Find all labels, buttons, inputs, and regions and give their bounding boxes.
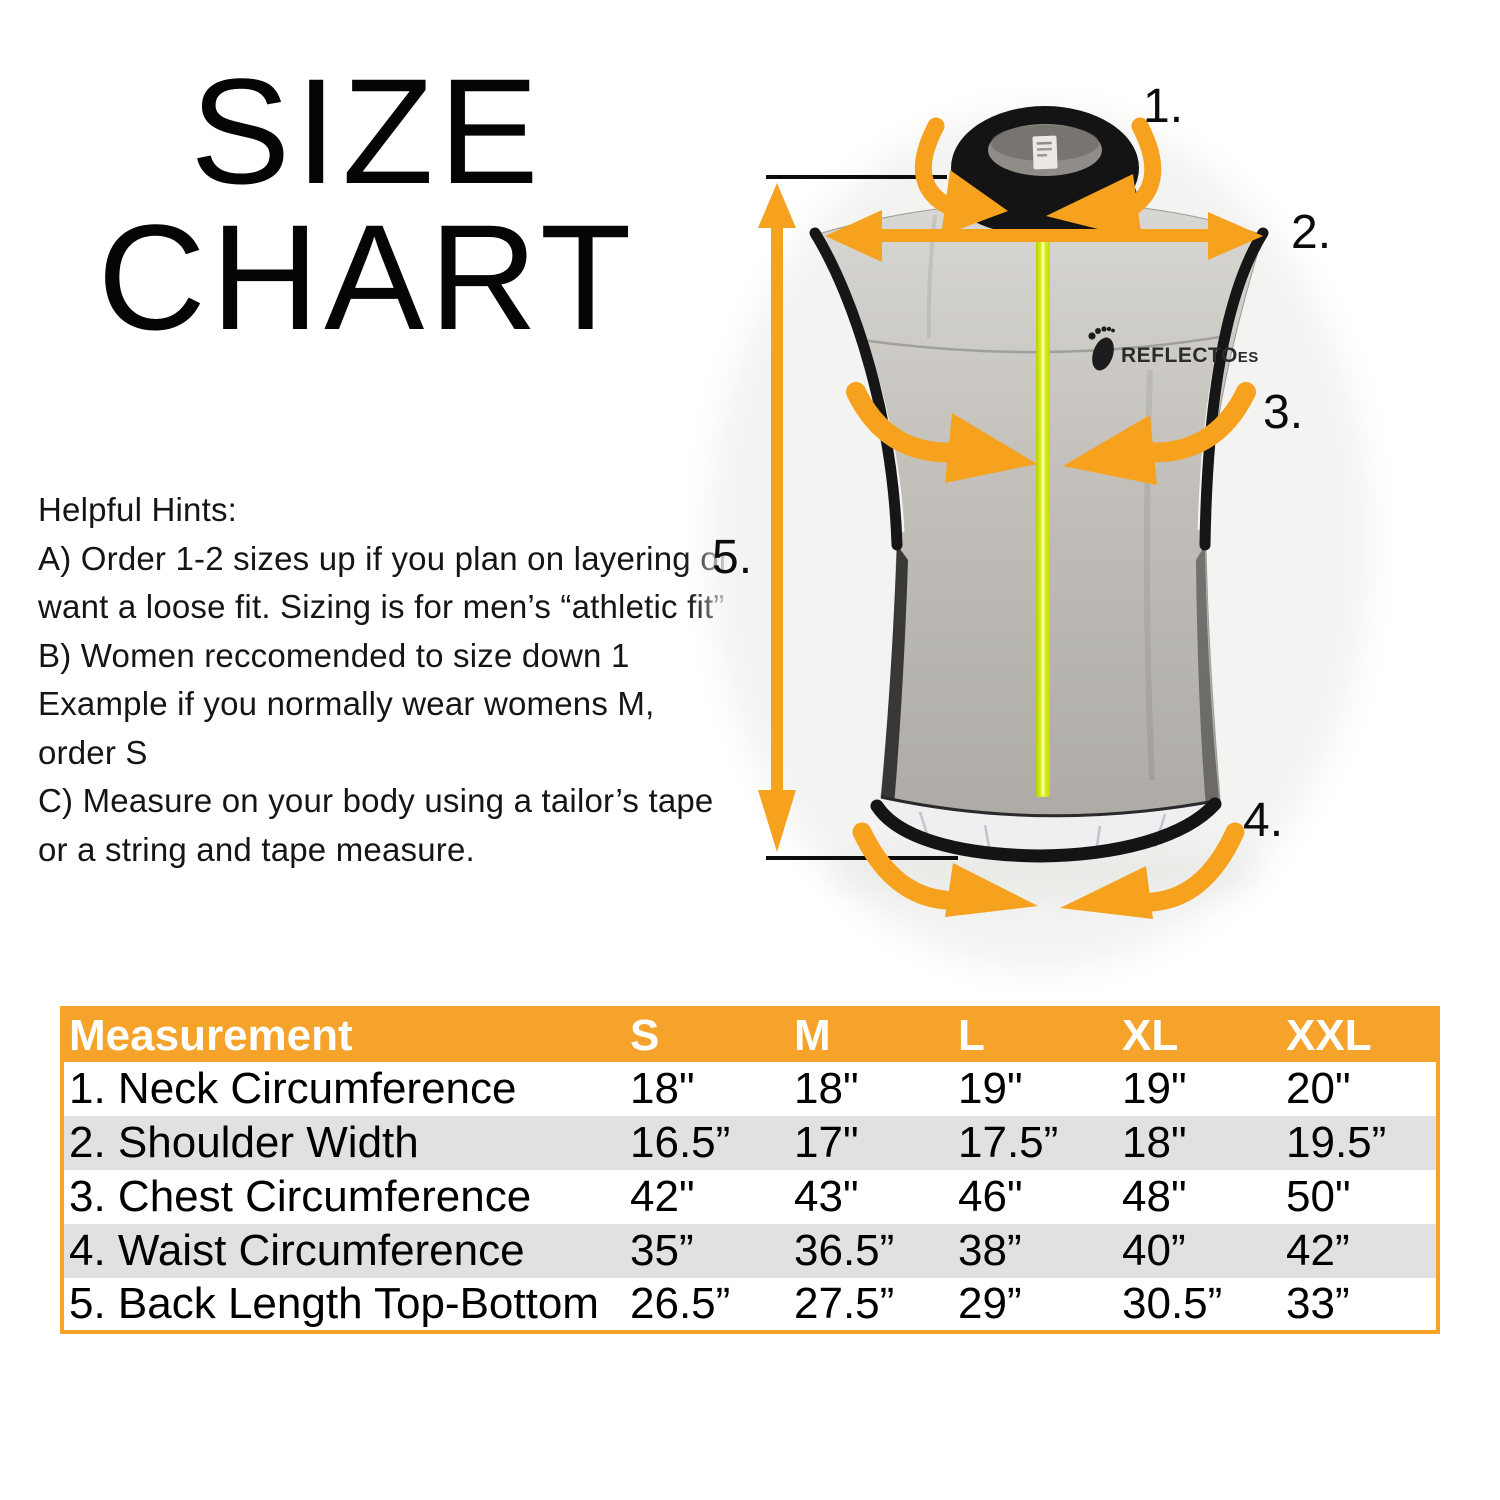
row-label: 1. Neck Circumference [69, 1064, 517, 1113]
helpful-hints: Helpful Hints: A) Order 1-2 sizes up if … [38, 486, 738, 874]
table-row: 1. Neck Circumference 18" 18" 19" 19" 20… [62, 1062, 1438, 1116]
measure-label-1: 1. [1143, 80, 1183, 133]
cell-value: 29” [958, 1279, 1022, 1328]
hint-line: or a string and tape measure. [38, 830, 475, 868]
cell-value: 18" [630, 1064, 695, 1113]
back-length-bottom-line [766, 856, 958, 860]
side-panel-left [881, 545, 908, 805]
cell-value: 19" [958, 1064, 1023, 1113]
cell-value: 35” [630, 1226, 694, 1275]
neck-measure-arrows [915, 117, 1162, 240]
cell-value: 18" [794, 1064, 859, 1113]
row-label: 2. Shoulder Width [69, 1118, 419, 1167]
cell-value: 42” [1286, 1226, 1350, 1275]
chest-measure-arrows [846, 382, 1256, 485]
cell-value: 26.5” [630, 1279, 731, 1328]
vest-hem [870, 795, 1222, 863]
cell-value: 30.5” [1122, 1279, 1223, 1328]
armhole-trim-right [1199, 227, 1269, 551]
size-table: Measurement S M L XL XXL 1. Neck Circumf… [60, 1006, 1440, 1334]
zipper [1036, 206, 1050, 797]
cell-value: 50" [1286, 1172, 1351, 1221]
cell-value: 27.5” [794, 1279, 895, 1328]
cell-value: 17.5” [958, 1118, 1059, 1167]
measure-label-4: 4. [1243, 794, 1283, 847]
back-length-arrow [758, 183, 796, 852]
hint-line: Example if you normally wear womens M, o… [38, 685, 655, 771]
back-length-top-line [766, 175, 947, 179]
cell-value: 36.5” [794, 1226, 895, 1275]
cell-value: 38” [958, 1226, 1022, 1275]
row-label: 5. Back Length Top-Bottom [69, 1279, 599, 1328]
cell-value: 17" [794, 1118, 859, 1167]
row-label: 3. Chest Circumference [69, 1172, 532, 1221]
cell-value: 46" [958, 1172, 1023, 1221]
col-header-xxl: XXL [1280, 1008, 1438, 1062]
footprint-icon [1088, 326, 1115, 371]
cell-value: 20" [1286, 1064, 1351, 1113]
page-title-line1: SIZE [190, 47, 544, 215]
cell-value: 40” [1122, 1226, 1186, 1275]
col-header-measurement: Measurement [62, 1008, 624, 1062]
cell-value: 18" [1122, 1118, 1187, 1167]
row-label: 4. Waist Circumference [69, 1226, 525, 1275]
table-header-row: Measurement S M L XL XXL [62, 1008, 1438, 1062]
cell-value: 42" [630, 1172, 695, 1221]
armhole-trim-left [809, 227, 903, 551]
cell-value: 33” [1286, 1279, 1350, 1328]
brand-logo: REFLECTOES [1088, 326, 1259, 371]
hint-line: A) Order 1-2 sizes up if you plan on lay… [38, 539, 730, 577]
page-title-line2: CHART [97, 193, 637, 361]
cell-value: 19" [1122, 1064, 1187, 1113]
waist-measure-arrows [852, 822, 1245, 919]
hints-heading: Helpful Hints: [38, 491, 238, 528]
cell-value: 19.5” [1286, 1118, 1387, 1167]
collar-tag [1032, 135, 1058, 170]
cell-value: 43" [794, 1172, 859, 1221]
col-header-s: S [624, 1008, 788, 1062]
brand-name: REFLECTOES [1121, 344, 1259, 367]
table-row: 2. Shoulder Width 16.5” 17" 17.5” 18" 19… [62, 1116, 1438, 1170]
hint-line: want a loose fit. Sizing is for men’s “a… [38, 588, 725, 625]
col-header-m: M [788, 1008, 952, 1062]
table-row: 3. Chest Circumference 42" 43" 46" 48" 5… [62, 1170, 1438, 1224]
col-header-l: L [952, 1008, 1116, 1062]
table-row: 5. Back Length Top-Bottom 26.5” 27.5” 29… [62, 1278, 1438, 1332]
measure-label-2: 2. [1291, 206, 1331, 259]
measure-label-3: 3. [1263, 386, 1303, 439]
measure-label-5: 5. [712, 531, 752, 584]
hem-trim [870, 797, 1222, 863]
side-panel-right [1196, 545, 1219, 806]
table-row: 4. Waist Circumference 35” 36.5” 38” 40”… [62, 1224, 1438, 1278]
cell-value: 16.5” [630, 1118, 731, 1167]
page-title: SIZE CHART [67, 47, 667, 361]
col-header-xl: XL [1116, 1008, 1280, 1062]
cell-value: 48" [1122, 1172, 1187, 1221]
hint-line: C) Measure on your body using a tailor’s… [38, 782, 714, 819]
hint-line: B) Women reccomended to size down 1 [38, 636, 630, 674]
